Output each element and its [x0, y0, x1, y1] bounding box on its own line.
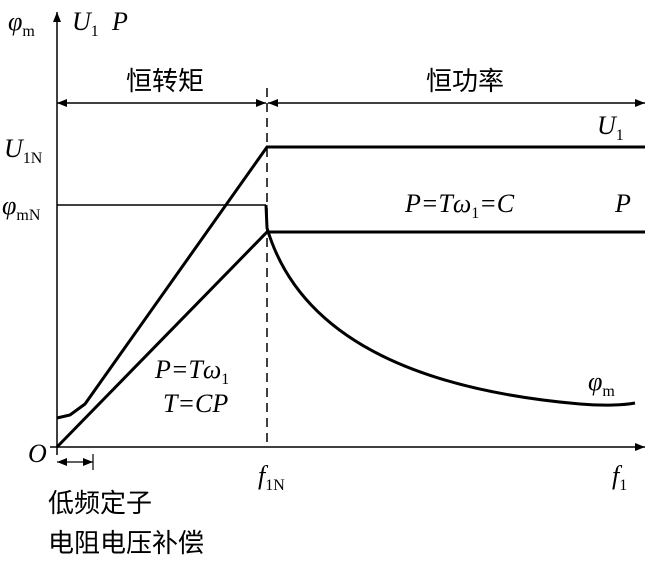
curve-label-phi: φm: [588, 367, 615, 400]
level-label-phimn: φmN: [2, 191, 41, 224]
t-rise-label: T=CP: [163, 389, 228, 418]
curve-label-u1: U1: [597, 111, 624, 144]
x-label-f1: f1: [612, 461, 627, 494]
x-label-f1n: f1N: [258, 461, 285, 494]
y-label-u1: U1: [72, 7, 99, 40]
y-label-p: P: [111, 7, 128, 36]
u1-curve: [56, 145, 645, 420]
p-rise-label: P=Tω1: [154, 355, 229, 388]
origin-label: O: [28, 439, 47, 468]
phi-curve: [264, 204, 636, 407]
level-label-u1n: U1N: [4, 134, 43, 167]
region-label: 恒转矩: [126, 67, 204, 96]
p-const-label: P=Tω1=C: [404, 189, 515, 222]
region-label: 恒功率: [426, 67, 504, 96]
note-line: 电阻电压补偿: [48, 529, 204, 558]
y-label-phi: φm: [8, 7, 35, 40]
curve-label-p: P: [614, 189, 631, 218]
note-line: 低频定子: [48, 489, 152, 518]
